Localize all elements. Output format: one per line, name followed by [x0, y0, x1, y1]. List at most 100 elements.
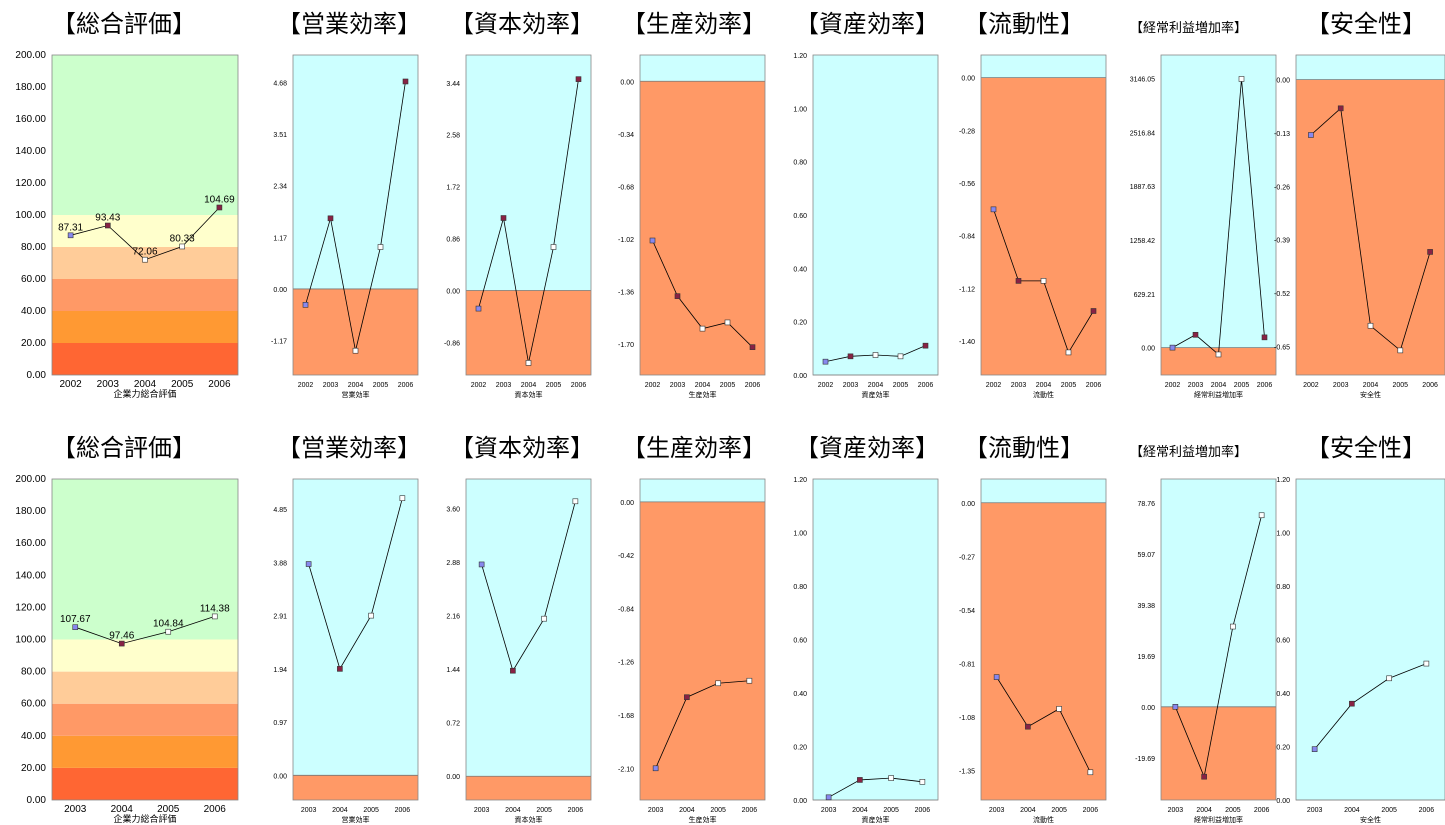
plot-frame [292, 478, 419, 801]
positive-zone [813, 479, 938, 800]
x-axis-label: 企業力総合評価 [113, 388, 176, 400]
y-tick-label: 4.85 [273, 507, 287, 514]
x-tick-label: 2006 [1257, 382, 1273, 389]
y-tick-label: -0.81 [959, 661, 975, 668]
x-tick-label: 2005 [1051, 807, 1067, 814]
data-point [749, 344, 756, 350]
chart-title: 【資本効率】 [450, 434, 594, 462]
y-tick-label: 0.20 [793, 745, 807, 752]
data-point [897, 353, 904, 360]
y-tick-label: 78.76 [1137, 501, 1155, 508]
y-tick-label: -0.27 [959, 554, 975, 561]
score-band [52, 767, 238, 800]
y-tick-label: -1.35 [959, 768, 975, 775]
y-tick-label: 1.20 [1276, 477, 1290, 484]
negative-zone [293, 775, 418, 800]
data-point [500, 215, 507, 221]
data-point [1192, 331, 1199, 338]
chart-title: 【安全性】 [1306, 434, 1426, 462]
x-tick-label: 2003 [323, 382, 339, 389]
series-line [308, 498, 403, 670]
chart-panel-13: 【資産効率】 1.20 1.00 0.80 0.60 0.40 0.20 0.00 2003 20… [793, 434, 939, 824]
x-tick-label: 2006 [742, 807, 758, 814]
x-axis-label: 資本効率 [515, 815, 543, 824]
data-label: 72.06 [132, 247, 157, 258]
x-axis-label: 生産効率 [689, 815, 717, 824]
data-point [402, 78, 409, 85]
y-tick-label: 0.00 [793, 373, 807, 380]
data-point [1261, 334, 1268, 341]
y-tick-label: 3.44 [446, 81, 460, 88]
x-tick-label: 2006 [1419, 807, 1435, 814]
y-tick-label: 100.00 [15, 635, 46, 646]
data-point [216, 204, 223, 211]
chart-panel-11: 【資本効率】 3.60 2.88 2.16 1.44 0.72 0.00 2003 2004 20… [446, 434, 594, 824]
x-tick-label: 2003 [670, 382, 686, 389]
y-tick-label: 1.17 [273, 235, 287, 242]
positive-zone [1161, 55, 1276, 348]
x-tick-label: 2005 [157, 804, 180, 815]
x-tick-label: 2004 [348, 382, 364, 389]
y-tick-label: 1.94 [273, 667, 287, 674]
chart-panel-6: 【流動性】 0.00 -0.28 -0.56 -0.84 -1.12 -1.40 2002 20… [959, 10, 1107, 399]
data-point [1172, 704, 1179, 710]
y-tick-label: 0.60 [793, 638, 807, 645]
y-tick-label: 1.20 [793, 477, 807, 484]
x-tick-label: 2006 [918, 382, 934, 389]
x-tick-label: 2004 [868, 382, 884, 389]
y-tick-label: 0.00 [27, 795, 47, 806]
x-tick-label: 2004 [1344, 807, 1360, 814]
y-tick-label: 20.00 [21, 338, 46, 349]
score-band [52, 343, 238, 375]
chart-panel-1: 【総合評価】 200.00 180.00 160.00 140.00 120.00 100.… [15, 10, 239, 400]
series-line [1314, 663, 1427, 750]
y-tick-label: -0.68 [618, 184, 634, 191]
negative-zone [466, 776, 591, 800]
y-tick-label: -2.10 [618, 766, 634, 773]
plot-frame [1160, 478, 1277, 801]
y-tick-label: 0.72 [446, 721, 460, 728]
x-tick-label: 2004 [521, 382, 537, 389]
x-tick-label: 2005 [1234, 382, 1250, 389]
y-tick-label: 0.80 [1276, 584, 1290, 591]
y-tick-label: 0.00 [273, 773, 287, 780]
data-point [368, 612, 374, 619]
x-tick-label: 2005 [363, 807, 379, 814]
y-tick-label: 1.44 [446, 667, 460, 674]
data-point [1040, 278, 1047, 284]
chart-panel-9: 【総合評価】 200.00 180.00 160.00 140.00 120.00 100.… [15, 434, 239, 825]
data-point [872, 352, 879, 358]
x-tick-label: 2006 [1086, 382, 1102, 389]
data-point [1367, 322, 1374, 329]
data-point [72, 624, 79, 630]
data-label: 97.46 [109, 631, 134, 642]
y-tick-label: 60.00 [21, 699, 46, 710]
data-point [1337, 105, 1344, 112]
y-tick-label: 0.00 [1276, 78, 1290, 85]
chart-title: 【資産効率】 [795, 434, 939, 462]
x-tick-label: 2004 [679, 807, 695, 814]
data-point [399, 495, 406, 502]
x-tick-label: 2005 [893, 382, 909, 389]
y-tick-label: 1.00 [1276, 531, 1290, 538]
data-point [1056, 706, 1062, 712]
x-tick-label: 2004 [111, 804, 134, 815]
data-point [1015, 278, 1022, 284]
y-tick-label: 160.00 [15, 114, 46, 125]
data-label: 104.84 [153, 619, 184, 630]
y-tick-label: 40.00 [21, 306, 46, 317]
y-tick-label: -1.08 [959, 715, 975, 722]
x-tick-label: 2006 [208, 379, 231, 390]
x-axis-label: 営業効率 [342, 390, 370, 399]
score-band [52, 479, 238, 640]
x-tick-label: 2005 [171, 379, 194, 390]
y-tick-label: 0.00 [446, 774, 460, 781]
chart-panel-5: 【資産効率】 1.20 1.00 0.80 0.60 0.40 0.20 0.00 2002 20… [793, 10, 939, 399]
plot-frame [1295, 54, 1445, 376]
score-band [52, 247, 238, 279]
x-tick-label: 2005 [546, 382, 562, 389]
x-tick-label: 2003 [1168, 807, 1184, 814]
x-tick-label: 2003 [989, 807, 1005, 814]
y-tick-label: 0.80 [793, 584, 807, 591]
chart-panel-16: 【安全性】 1.20 1.00 0.80 0.60 0.40 0.20 0.00 2003 200… [1276, 434, 1445, 824]
